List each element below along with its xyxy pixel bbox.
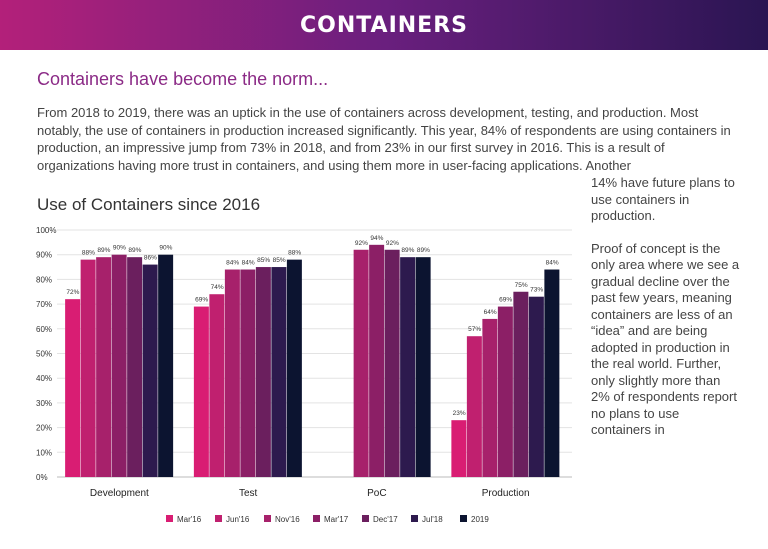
- data-label: 86%: [144, 255, 157, 262]
- legend-label: Mar'17: [324, 515, 349, 524]
- legend-swatch: [460, 515, 467, 522]
- data-label: 89%: [401, 247, 414, 254]
- bar: [111, 254, 127, 477]
- data-label: 89%: [417, 247, 430, 254]
- x-tick-label: Test: [239, 488, 258, 499]
- data-label: 84%: [546, 260, 559, 267]
- bar: [286, 259, 302, 477]
- data-label: 85%: [273, 257, 286, 264]
- bar: [528, 296, 544, 477]
- side-paragraph-2: Proof of concept is the only area where …: [591, 240, 740, 438]
- bar: [353, 249, 369, 477]
- data-label: 69%: [195, 297, 208, 304]
- data-label: 89%: [97, 247, 110, 254]
- data-label: 90%: [159, 245, 172, 252]
- bar: [224, 269, 240, 477]
- data-label: 92%: [355, 240, 368, 247]
- bar: [400, 257, 416, 477]
- data-label: 85%: [257, 257, 270, 264]
- data-label: 92%: [386, 240, 399, 247]
- bar: [451, 420, 467, 477]
- x-tick-label: Development: [90, 488, 149, 499]
- y-tick-label: 100%: [36, 226, 56, 235]
- legend-label: 2019: [471, 515, 489, 524]
- header-banner: CONTAINERS: [0, 0, 768, 50]
- legend-swatch: [313, 515, 320, 522]
- y-tick-label: 90%: [36, 251, 52, 260]
- y-tick-label: 30%: [36, 399, 52, 408]
- y-tick-label: 40%: [36, 374, 52, 383]
- bar: [80, 259, 96, 477]
- data-label: 73%: [530, 287, 543, 294]
- side-column: 14% have future plans to use containers …: [591, 175, 741, 439]
- x-tick-label: Production: [482, 488, 530, 499]
- data-label: 57%: [468, 326, 481, 333]
- bar: [466, 336, 482, 477]
- bar: [513, 291, 529, 477]
- side-paragraph-1: 14% have future plans to use containers …: [591, 175, 735, 223]
- section-headline: Containers have become the norm...: [37, 69, 329, 89]
- legend-label: Nov'16: [275, 515, 300, 524]
- data-label: 94%: [370, 235, 383, 242]
- legend-swatch: [166, 515, 173, 522]
- data-label: 90%: [113, 245, 126, 252]
- bar: [369, 244, 385, 477]
- data-label: 72%: [66, 289, 79, 296]
- y-tick-label: 20%: [36, 424, 52, 433]
- bar: [65, 299, 81, 477]
- data-label: 75%: [515, 282, 528, 289]
- bar: [497, 306, 513, 477]
- bar: [271, 267, 287, 477]
- legend-swatch: [362, 515, 369, 522]
- bar: [193, 306, 209, 477]
- bar: [142, 264, 158, 477]
- legend-label: Jun'16: [226, 515, 250, 524]
- legend-label: Mar'16: [177, 515, 202, 524]
- bar: [158, 254, 174, 477]
- bar: [415, 257, 431, 477]
- legend-label: Jul'18: [422, 515, 443, 524]
- bar-chart: 0%10%20%30%40%50%60%70%80%90%100%72%88% 8…: [36, 226, 572, 524]
- y-tick-label: 60%: [36, 325, 52, 334]
- data-label: 88%: [288, 250, 301, 257]
- data-label: 88%: [82, 250, 95, 257]
- data-label: 69%: [499, 297, 512, 304]
- bar: [96, 257, 112, 477]
- bar: [209, 294, 225, 477]
- legend-swatch: [215, 515, 222, 522]
- x-tick-label: PoC: [367, 488, 386, 499]
- y-tick-label: 0%: [36, 473, 48, 482]
- data-label: 23%: [453, 410, 466, 417]
- bar: [240, 269, 256, 477]
- legend-label: Dec'17: [373, 515, 398, 524]
- data-label: 84%: [242, 260, 255, 267]
- y-tick-label: 50%: [36, 350, 52, 359]
- bar: [544, 269, 560, 477]
- chart-title: Use of Containers since 2016: [37, 195, 261, 214]
- data-label: 84%: [226, 260, 239, 267]
- bar: [482, 318, 498, 477]
- legend-swatch: [264, 515, 271, 522]
- bar: [384, 249, 400, 477]
- y-tick-label: 70%: [36, 300, 52, 309]
- legend-swatch: [411, 515, 418, 522]
- y-tick-label: 80%: [36, 275, 52, 284]
- banner-title: CONTAINERS: [300, 12, 468, 38]
- y-tick-label: 10%: [36, 448, 52, 457]
- bar: [255, 267, 271, 477]
- intro-paragraph: From 2018 to 2019, there was an uptick i…: [37, 105, 731, 173]
- data-label: 89%: [128, 247, 141, 254]
- bar: [127, 257, 143, 477]
- data-label: 74%: [211, 284, 224, 291]
- data-label: 64%: [484, 309, 497, 316]
